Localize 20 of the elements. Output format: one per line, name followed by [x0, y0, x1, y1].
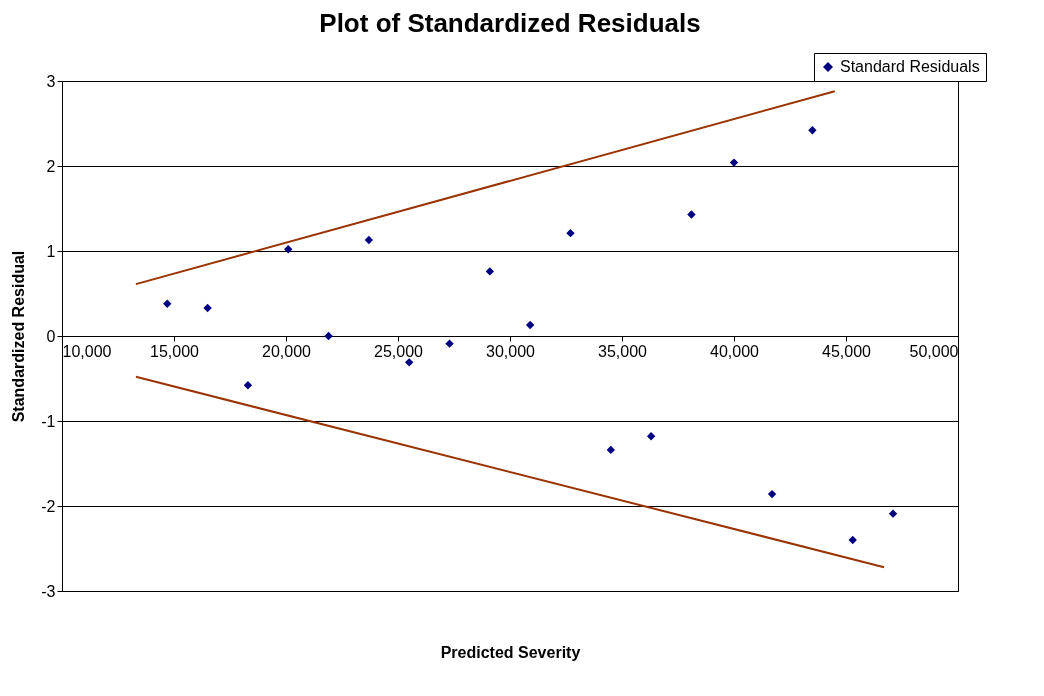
x-tick-label: 35,000	[598, 342, 648, 360]
legend-label: Standard Residuals	[840, 58, 980, 75]
y-tick-label: 0	[46, 327, 56, 345]
chart-title: Plot of Standardized Residuals	[319, 7, 701, 38]
x-tick-label: 10,000	[62, 342, 112, 360]
x-tick-label: 20,000	[262, 342, 312, 360]
y-tick-label: -3	[41, 582, 56, 600]
y-tick-label: -2	[41, 497, 56, 515]
y-tick-label: 2	[46, 157, 56, 175]
x-tick-label: 50,000	[909, 342, 959, 360]
y-tick-label: 1	[46, 242, 56, 260]
y-axis-title: Standardized Residual	[10, 250, 28, 423]
x-tick-label: 45,000	[822, 342, 872, 360]
x-axis-title: Predicted Severity	[440, 643, 581, 661]
x-tick-label: 25,000	[374, 342, 424, 360]
y-tick-label: 3	[46, 72, 56, 90]
x-tick-label: 30,000	[486, 342, 536, 360]
x-tick-label: 15,000	[150, 342, 200, 360]
x-tick-label: 40,000	[710, 342, 760, 360]
y-tick-label: -1	[41, 412, 56, 430]
